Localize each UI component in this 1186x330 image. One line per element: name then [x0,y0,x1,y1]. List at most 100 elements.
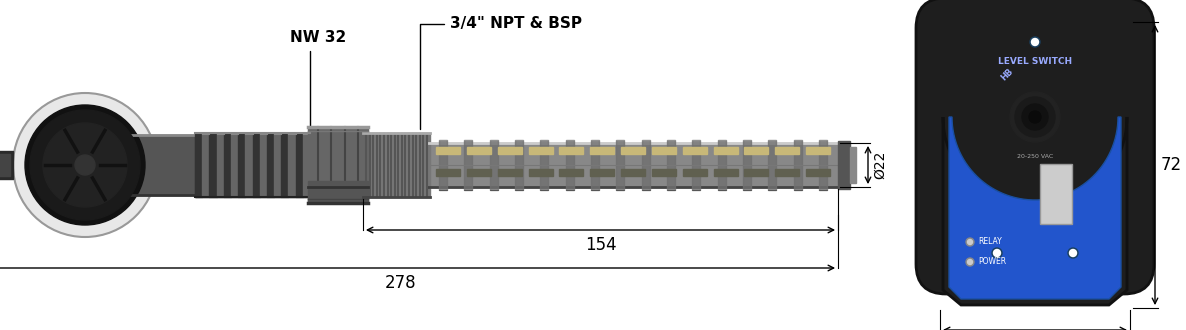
Bar [776,147,799,154]
Text: Ø22: Ø22 [873,151,887,179]
Bar [529,169,553,176]
Bar [591,147,614,154]
Text: 20-250 VAC: 20-250 VAC [1016,154,1053,159]
Circle shape [968,240,973,245]
Bar [617,140,624,190]
Bar [302,133,310,197]
Bar [195,133,202,197]
Bar [793,140,802,190]
Bar [529,147,553,154]
Bar [621,169,645,176]
Bar [267,133,274,197]
Bar [652,147,676,154]
Text: 3/4" NPT & BSP: 3/4" NPT & BSP [420,16,582,129]
Text: POWER: POWER [978,257,1006,267]
Bar [769,140,777,190]
Bar [202,133,210,197]
Text: LEVEL SWITCH: LEVEL SWITCH [997,57,1072,67]
Bar [683,147,707,154]
Bar [465,140,472,190]
Circle shape [991,248,1002,258]
Bar [253,133,260,197]
Bar [591,140,599,190]
Circle shape [30,110,140,220]
Bar [210,133,217,197]
Circle shape [1069,248,1078,258]
Circle shape [75,155,95,175]
Bar [714,147,738,154]
Text: NW 32: NW 32 [291,30,346,128]
Bar [224,133,231,197]
Circle shape [25,105,145,225]
Bar [714,169,738,176]
Text: 278: 278 [384,274,416,292]
Bar [806,169,830,176]
Bar [515,140,523,190]
Circle shape [1010,92,1060,142]
Bar [295,133,302,197]
Circle shape [1070,249,1077,256]
Bar [217,133,224,197]
Circle shape [13,93,157,237]
Bar [195,133,310,197]
Bar [498,169,522,176]
Circle shape [968,259,973,265]
Bar [498,147,522,154]
Bar [130,135,195,195]
Bar [806,147,830,154]
Bar [566,140,574,190]
FancyBboxPatch shape [916,0,1154,294]
Circle shape [1029,37,1040,47]
Bar [667,140,675,190]
Bar [718,140,726,190]
Text: 154: 154 [585,236,617,254]
Bar [363,133,431,197]
Bar [428,143,839,187]
Bar [467,147,491,154]
Bar [436,169,460,176]
Circle shape [1029,111,1041,123]
Bar [621,147,645,154]
Polygon shape [949,117,1121,299]
Bar [693,140,701,190]
Bar [238,133,246,197]
Bar [1040,164,1072,224]
Text: RELAY: RELAY [978,238,1002,247]
Circle shape [43,123,127,207]
Circle shape [1015,97,1056,137]
Bar [308,127,368,203]
Bar [652,169,676,176]
Bar [850,147,856,183]
Bar [439,140,447,190]
Bar [436,147,460,154]
Bar [541,140,548,190]
Circle shape [1022,104,1048,130]
Bar [683,169,707,176]
Bar [745,147,769,154]
Bar [560,147,584,154]
Bar [560,169,584,176]
Bar [467,169,491,176]
Bar [745,169,769,176]
Bar [742,140,751,190]
Polygon shape [943,117,1127,305]
Bar [281,133,288,197]
Bar [0,154,9,176]
Bar [642,140,650,190]
Text: HB: HB [999,67,1015,83]
Bar [308,181,368,203]
Bar [260,133,267,197]
Bar [820,140,827,190]
Bar [490,140,498,190]
Bar [591,169,614,176]
Bar [274,133,281,197]
Text: 72: 72 [1161,156,1182,174]
Bar [246,133,253,197]
Bar [231,133,238,197]
Bar [288,133,295,197]
Bar [776,169,799,176]
Circle shape [994,249,1001,256]
Bar [0,151,13,179]
Circle shape [967,238,974,246]
Bar [839,141,850,189]
